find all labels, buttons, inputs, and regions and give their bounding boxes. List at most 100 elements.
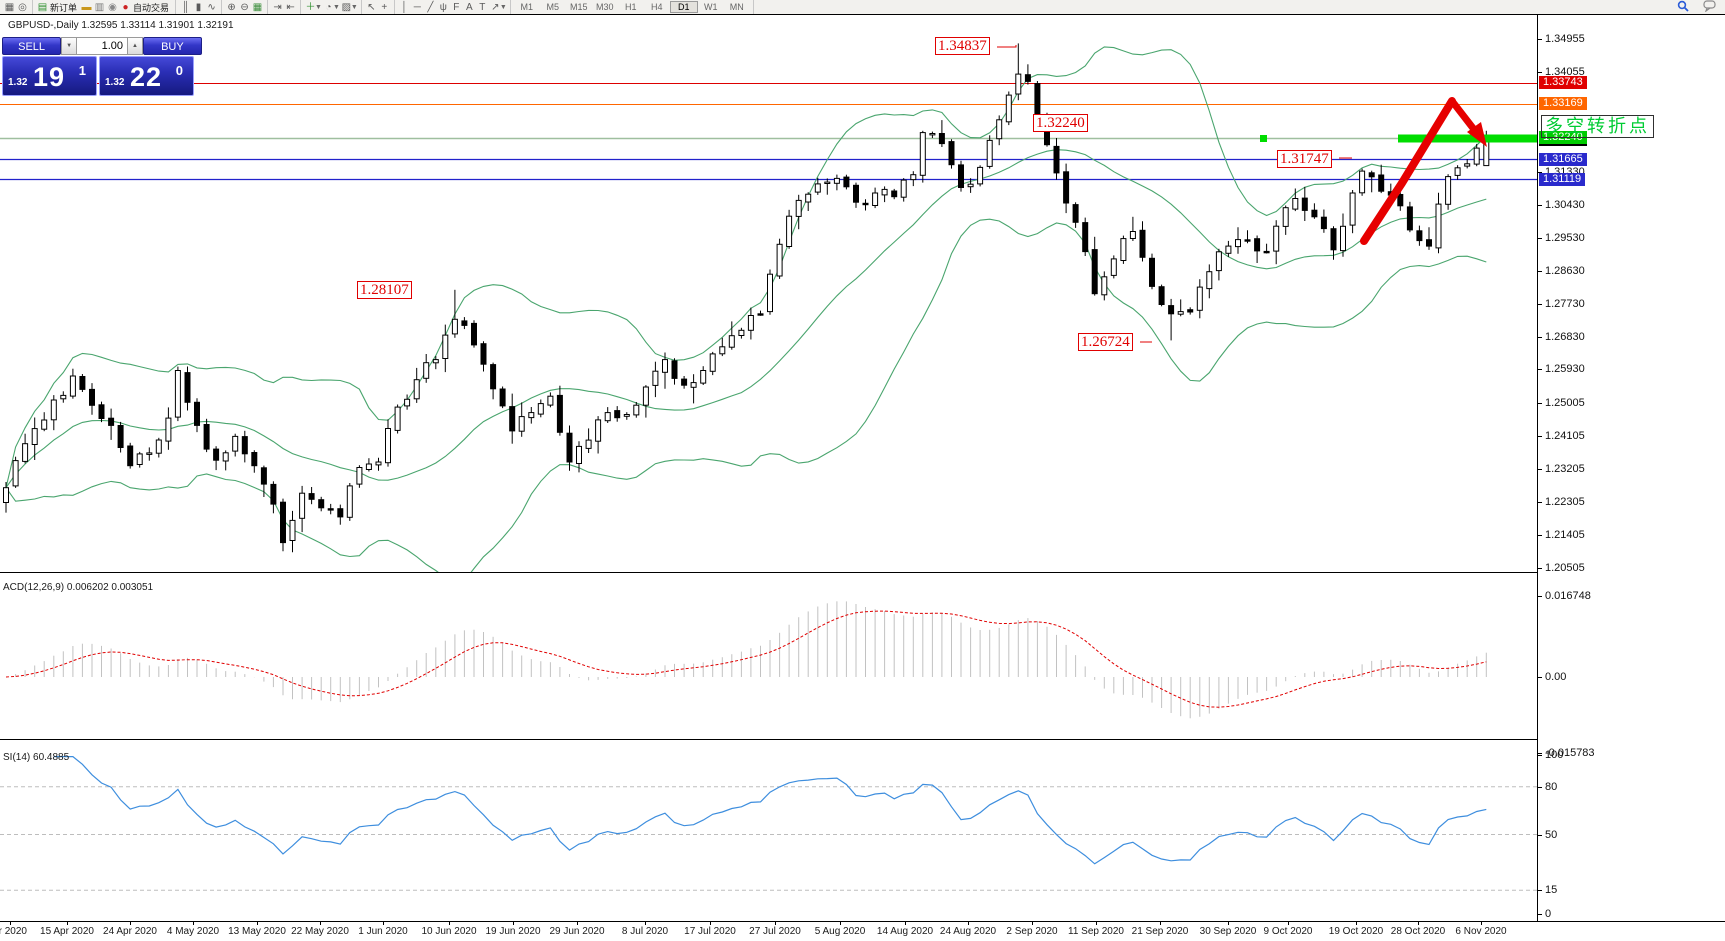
price-tick-label: 1.26830 (1545, 331, 1585, 343)
gold-icon[interactable]: ▬ (81, 1, 92, 13)
arrows-tool-icon-caret[interactable]: ▼ (499, 3, 507, 11)
shift-chart-end-icon[interactable]: ⇥ (273, 1, 282, 13)
hline-icon[interactable]: ─ (413, 1, 421, 13)
crosshair-icon[interactable]: + (381, 1, 388, 13)
timeframe-d1[interactable]: D1 (669, 1, 698, 13)
ask-price-big: 22 (130, 62, 163, 92)
mailbox-icon[interactable]: ▥ (94, 1, 105, 13)
price-tick-label: 1.25930 (1545, 363, 1585, 375)
price-tick-label: 1.30430 (1545, 199, 1585, 211)
search-magnifier-icon[interactable] (1677, 0, 1689, 14)
arrows-tool-icon[interactable]: ↗ (491, 1, 500, 13)
date-tick (1418, 922, 1419, 925)
price-annotation-1.32240[interactable]: 1.32240 (1033, 114, 1088, 132)
price-annotation-1.34837[interactable]: 1.34837 (935, 37, 990, 55)
price-tick-mark (1538, 304, 1542, 305)
date-axis[interactable]: pr 2020 15 Apr 2020 24 Apr 2020 4 May 2020 1… (0, 921, 1725, 941)
zoom-in-icon[interactable]: ⊕ (227, 1, 236, 13)
cursor-icon[interactable]: ↖ (367, 1, 376, 13)
trendline-icon[interactable]: ╱ (427, 1, 434, 13)
price-badge-1.33169: 1.33169 (1539, 97, 1587, 110)
price-tick-mark (1538, 369, 1542, 370)
date-label: 28 Oct 2020 (1390, 926, 1446, 937)
main-chart-canvas[interactable] (0, 15, 1537, 572)
date-tick (840, 922, 841, 925)
date-label: 2 Sep 2020 (1006, 926, 1058, 937)
vline-icon[interactable]: │ (401, 1, 408, 13)
date-tick (67, 922, 68, 925)
price-annotation-1.26724[interactable]: 1.26724 (1078, 333, 1133, 351)
volume-down-spinner[interactable]: ▼ (61, 37, 77, 55)
date-label: 29 Jun 2020 (549, 926, 605, 937)
date-label: 27 Jul 2020 (749, 926, 801, 937)
candle-chart-icon[interactable]: ▮ (195, 1, 202, 13)
rsi-indicator-canvas[interactable] (0, 744, 1537, 921)
price-tick-label: 1.21405 (1545, 529, 1585, 541)
autotrade-icon[interactable]: ● (122, 1, 129, 13)
signal-icon[interactable]: ◉ (108, 1, 117, 13)
line-chart-icon[interactable]: ∿ (207, 1, 216, 13)
ask-quote-box[interactable]: 1.32 22 0 (99, 56, 194, 96)
date-tick (1096, 922, 1097, 925)
text-label-icon[interactable]: T (479, 1, 486, 13)
price-axis[interactable]: 1.34955 1.34055 1.31330 1.30430 1.29530 1.286… (1537, 15, 1725, 921)
rsi-axis-label: 100 (1545, 749, 1564, 761)
timeframe-m15[interactable]: M15 (570, 2, 588, 12)
date-tick (320, 922, 321, 925)
price-annotation-1.28107[interactable]: 1.28107 (357, 281, 412, 299)
price-tick-mark (1538, 337, 1542, 338)
timeframe-w1[interactable]: W1 (704, 2, 718, 12)
auto-scroll-icon[interactable]: ⇤ (286, 1, 295, 13)
add-chart-icon-caret[interactable]: ▼ (315, 3, 322, 11)
macd-indicator-canvas[interactable] (0, 578, 1537, 739)
date-label: 4 May 2020 (166, 926, 220, 937)
date-label: 15 Apr 2020 (40, 926, 94, 937)
channel-icon[interactable]: ψ (439, 1, 447, 13)
date-tick (1356, 922, 1357, 925)
bid-quote-box[interactable]: 1.32 19 1 (2, 56, 97, 96)
price-tick-mark (1538, 502, 1542, 503)
bid-price-prefix: 1.32 (8, 77, 28, 88)
tile-windows-icon[interactable]: ▦ (252, 1, 263, 13)
timeframe-h1[interactable]: H1 (625, 2, 637, 12)
add-chart-icon[interactable]: ＋ (305, 1, 316, 13)
price-badge-1.31665: 1.31665 (1539, 153, 1587, 166)
date-tick (1481, 922, 1482, 925)
new-order-icon[interactable]: ▤ (37, 1, 48, 13)
indicators-icon-caret[interactable]: ▼ (350, 3, 358, 11)
fibonacci-icon[interactable]: F (453, 1, 460, 13)
macd-axis-label: -0.015783 (1545, 747, 1595, 759)
buy-button[interactable]: BUY (142, 37, 202, 55)
period-clock-icon-caret[interactable]: ▼ (332, 3, 340, 11)
date-label: 9 Oct 2020 (1263, 926, 1313, 937)
indicators-icon[interactable]: ▨ (341, 1, 352, 13)
sell-button[interactable]: SELL (2, 37, 62, 55)
price-tick-mark (1538, 238, 1542, 239)
price-badge-1.31119: 1.31119 (1539, 173, 1586, 186)
turning-point-label[interactable]: 多空转折点 (1541, 115, 1654, 138)
price-tick-label: 1.20505 (1545, 562, 1585, 574)
price-tick-label: 1.28630 (1545, 265, 1585, 277)
price-annotation-1.31747[interactable]: 1.31747 (1277, 150, 1332, 168)
inspect-icon[interactable]: ◎ (18, 1, 27, 13)
timeframe-m5[interactable]: M5 (546, 2, 560, 12)
zoom-out-icon[interactable]: ⊖ (240, 1, 249, 13)
price-tick-label: 1.24105 (1545, 430, 1585, 442)
period-clock-icon[interactable]: ◔ (325, 1, 332, 13)
price-badge-1.33743: 1.33743 (1539, 76, 1587, 89)
rsi-axis-label: 80 (1545, 781, 1558, 793)
volume-up-spinner[interactable]: ▲ (127, 37, 143, 55)
chat-icon[interactable] (1703, 0, 1717, 14)
price-tick-mark (1538, 39, 1542, 40)
price-tick-mark (1538, 568, 1542, 569)
volume-input[interactable] (77, 37, 127, 55)
timeframe-mn[interactable]: MN (729, 2, 744, 12)
timeframe-m1[interactable]: M1 (520, 2, 534, 12)
timeframe-m30[interactable]: M30 (596, 2, 614, 12)
date-tick (1288, 922, 1289, 925)
date-label: 11 Sep 2020 (1068, 926, 1124, 937)
bar-chart-icon[interactable]: ║ (181, 1, 190, 13)
timeframe-h4[interactable]: H4 (651, 2, 663, 12)
text-icon[interactable]: A (466, 1, 473, 13)
chart-window-icon[interactable]: ▦ (4, 1, 15, 13)
